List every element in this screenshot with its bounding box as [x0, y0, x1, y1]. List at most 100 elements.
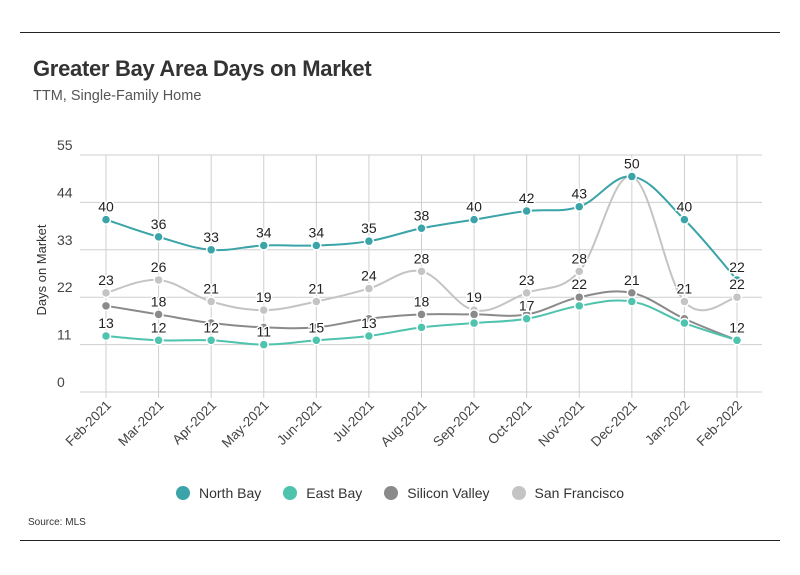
top-rule	[20, 32, 780, 33]
x-tick-label: Jul-2021	[330, 398, 377, 445]
point-silicon-valley	[574, 291, 585, 303]
data-label-san-francisco: 23	[519, 272, 535, 288]
legend-label: North Bay	[199, 485, 262, 501]
data-labels: 40 36 33 34 34 35 38 40 42 43 50 40 22 13 12 12 11 15 13 17…	[97, 154, 747, 341]
data-label-north-bay: 40	[466, 199, 482, 215]
data-label-silicon-valley: 21	[624, 272, 640, 288]
point-north-bay	[679, 214, 690, 225]
x-tick-label: Feb-2022	[694, 398, 745, 449]
data-label-san-francisco: 26	[151, 259, 167, 275]
data-label-north-bay: 35	[361, 220, 377, 236]
point-east-bay	[468, 317, 480, 329]
point-north-bay	[626, 171, 638, 182]
point-east-bay	[679, 317, 690, 329]
series-lines	[100, 171, 743, 350]
data-label-silicon-valley: 18	[414, 293, 430, 309]
point-san-francisco	[258, 304, 269, 316]
point-north-bay	[153, 231, 164, 243]
data-label-silicon-valley: 22	[571, 276, 587, 292]
point-east-bay	[153, 335, 164, 346]
point-north-bay	[416, 223, 427, 234]
point-san-francisco	[679, 296, 690, 307]
x-tick-label: Jan-2022	[642, 398, 692, 448]
data-label-san-francisco: 23	[98, 272, 114, 288]
point-silicon-valley	[416, 309, 427, 320]
point-silicon-valley	[258, 322, 269, 333]
point-san-francisco	[731, 291, 743, 303]
y-tick-label: 55	[57, 137, 73, 153]
chart-subtitle: TTM, Single-Family Home	[33, 88, 202, 104]
point-east-bay	[311, 335, 322, 346]
point-east-bay	[205, 335, 217, 346]
data-label-north-bay: 50	[624, 156, 640, 172]
point-san-francisco	[521, 287, 532, 299]
x-axis-ticks: Feb-2021 Mar-2021 Apr-2021 May-2021 Jun-2021…	[63, 398, 745, 451]
point-silicon-valley	[468, 309, 480, 320]
data-label-north-bay: 34	[309, 224, 325, 240]
data-label-san-francisco: 21	[309, 281, 325, 297]
y-axis-label: Days on Market	[34, 224, 49, 315]
point-north-bay	[205, 244, 217, 256]
point-north-bay	[731, 274, 743, 286]
point-north-bay	[363, 235, 375, 247]
data-label-san-francisco: 21	[203, 281, 219, 297]
data-label-north-bay: 33	[203, 229, 219, 245]
y-tick-label: 44	[57, 184, 73, 200]
point-silicon-valley	[100, 300, 112, 312]
x-tick-label: Jun-2021	[274, 398, 324, 448]
legend-item-east-bay: East Bay	[283, 485, 362, 501]
data-label-san-francisco: 21	[677, 281, 693, 297]
legend-marker	[176, 486, 190, 500]
point-east-bay	[626, 296, 638, 307]
point-east-bay	[363, 330, 375, 342]
data-label-east-bay: 13	[98, 315, 114, 331]
point-silicon-valley	[205, 317, 217, 329]
data-label-north-bay: 40	[98, 199, 114, 215]
data-label-east-bay: 11	[256, 324, 271, 340]
point-east-bay	[258, 339, 269, 350]
data-label-north-bay: 22	[729, 259, 745, 275]
data-label-san-francisco: 22	[729, 276, 745, 292]
point-east-bay	[100, 330, 112, 342]
point-san-francisco	[153, 274, 164, 286]
point-san-francisco	[574, 266, 585, 277]
point-north-bay	[258, 240, 269, 251]
data-label-north-bay: 42	[519, 190, 535, 206]
bottom-rule	[20, 540, 780, 541]
legend-marker	[511, 486, 526, 500]
data-label-san-francisco: 19	[466, 289, 482, 305]
legend-item-silicon-valley: Silicon Valley	[384, 485, 490, 501]
data-label-san-francisco: 19	[256, 289, 272, 305]
source-note: Source: MLS	[28, 517, 86, 528]
x-tick-label: Oct-2021	[485, 398, 535, 448]
data-label-east-bay: 15	[309, 319, 325, 335]
y-tick-label: 11	[57, 327, 72, 343]
point-east-bay	[731, 335, 743, 346]
x-tick-label: Aug-2021	[378, 398, 430, 450]
data-label-north-bay: 38	[414, 207, 430, 223]
legend-item-san-francisco: San Francisco	[511, 485, 624, 501]
data-label-east-bay: 12	[203, 319, 219, 335]
data-label-east-bay: 13	[361, 315, 377, 331]
data-label-north-bay: 34	[256, 224, 272, 240]
point-east-bay	[521, 313, 532, 324]
data-label-silicon-valley: 18	[151, 293, 167, 309]
point-east-bay	[574, 300, 585, 312]
legend-label: Silicon Valley	[407, 485, 490, 501]
y-axis-ticks: 0 11 22 33 44 55	[57, 137, 73, 390]
x-tick-label: Dec-2021	[588, 398, 640, 450]
legend-marker	[283, 486, 298, 500]
point-san-francisco	[363, 283, 375, 294]
y-tick-label: 22	[57, 279, 73, 295]
data-label-san-francisco: 24	[361, 268, 377, 284]
data-label-san-francisco: 28	[571, 250, 587, 266]
x-tick-label: Sep-2021	[430, 398, 482, 450]
y-tick-label: 33	[57, 232, 73, 248]
point-north-bay	[100, 214, 112, 225]
point-north-bay	[468, 214, 480, 225]
x-tick-label: Apr-2021	[169, 398, 219, 448]
point-north-bay	[521, 205, 532, 217]
point-san-francisco	[416, 266, 427, 277]
data-label-silicon-valley: 12	[729, 319, 745, 335]
data-label-east-bay: 12	[151, 319, 167, 335]
